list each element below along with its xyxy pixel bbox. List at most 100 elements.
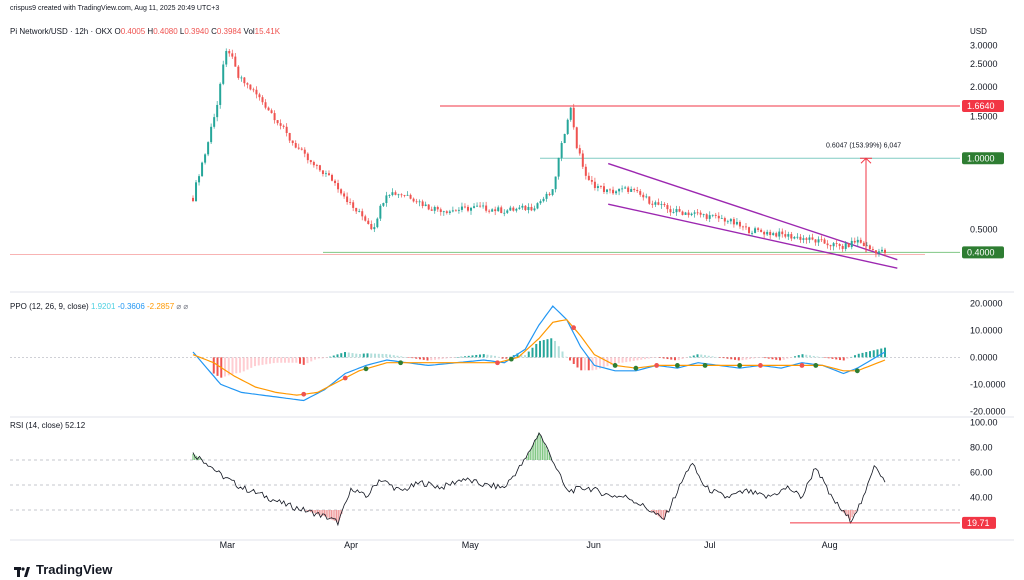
candle-body <box>376 218 379 228</box>
close-label: C <box>211 27 217 36</box>
ppo-hist-bar <box>692 355 695 358</box>
ppo-hist-bar <box>546 339 549 358</box>
candle-body <box>466 206 469 211</box>
candle-body <box>476 205 479 207</box>
ppo-hist-bar <box>527 351 530 358</box>
candle-body <box>460 206 463 210</box>
candle-body <box>551 189 554 195</box>
ppo-hist-bar <box>640 357 643 360</box>
ppo-tick-label: -10.0000 <box>970 379 1006 389</box>
candle-body <box>784 234 787 237</box>
candle-body <box>814 239 817 243</box>
ppo-hist-bar <box>482 354 485 358</box>
candle-body <box>578 148 581 154</box>
ppo-hist-bar <box>254 357 257 367</box>
ppo-hist-bar <box>666 357 669 360</box>
ppo-hist-bar <box>452 357 455 358</box>
rsi-overbought-fill <box>192 432 552 460</box>
rsi-legend[interactable]: RSI (14, close) 52.12 <box>10 421 85 430</box>
candle-body <box>536 203 539 209</box>
candle-body <box>321 170 324 175</box>
credit-line: crispus9 created with TradingView.com, A… <box>10 5 220 12</box>
ppo-hist-bar <box>861 352 864 358</box>
candle-body <box>309 160 312 163</box>
ppo-hist-bar <box>542 340 545 358</box>
ppo-hist-bar <box>602 357 605 368</box>
wedge-lower-line <box>608 203 898 269</box>
ppo-hist-bar <box>227 357 230 376</box>
symbol-name[interactable]: Pi Network/USD · 12h · OKX <box>10 27 113 36</box>
level-label: 1.0000 <box>967 153 995 163</box>
candle-body <box>327 173 330 175</box>
ppo-hist-bar <box>764 357 767 359</box>
candle-body <box>234 56 237 67</box>
candle-body <box>210 126 213 143</box>
candle-body <box>542 198 545 202</box>
ppo-hist-bar <box>846 357 849 359</box>
ppo-hist-bar <box>501 357 504 359</box>
candle-body <box>856 239 859 243</box>
ppo-hist-bar <box>749 357 752 359</box>
ppo-hist-bar <box>325 357 328 358</box>
candle-body <box>554 176 557 190</box>
ppo-hist-bar <box>404 356 407 358</box>
candle-body <box>690 213 693 216</box>
candle-body <box>618 188 621 192</box>
candle-body <box>198 176 201 183</box>
eye-icon[interactable]: ⌀ ⌀ <box>176 302 189 311</box>
candle-body <box>566 119 569 134</box>
candle-body <box>385 195 388 204</box>
ppo-hist-bar <box>842 357 845 361</box>
candle-body <box>793 237 796 239</box>
candle-body <box>352 202 355 208</box>
ppo-cross-dot <box>508 356 514 362</box>
ppo-hist-bar <box>212 357 215 374</box>
ppo-value-1: 1.9201 <box>90 302 116 311</box>
ppo-lines <box>192 305 886 402</box>
price-tick-label: 3.0000 <box>970 40 998 50</box>
ppo-hist-bar <box>276 357 279 363</box>
candle-body <box>859 239 862 243</box>
ppo-hist-bar <box>662 357 665 359</box>
candle-body <box>723 218 726 222</box>
ppo-hist-bar <box>816 356 819 358</box>
ppo-cross-dot <box>612 363 618 368</box>
tradingview-logo[interactable]: TradingView <box>14 562 112 577</box>
candle-body <box>394 192 397 195</box>
ppo-legend[interactable]: PPO (12, 26, 9, close) 1.9201 -0.3606 -2… <box>10 302 188 311</box>
ppo-hist-bar <box>366 353 369 358</box>
candle-body <box>521 205 524 208</box>
candle-body <box>796 236 799 238</box>
ppo-hist-bar <box>857 353 860 358</box>
ppo-hist-bar <box>576 357 579 368</box>
ppo-hist-bar <box>400 356 403 358</box>
candle-body <box>530 206 533 211</box>
candle-body <box>624 187 627 189</box>
candle-body <box>424 204 427 207</box>
ppo-hist-bar <box>351 353 354 358</box>
measure-tool: 0.6047 (153.99%) 6,047 <box>826 142 901 253</box>
ppo-hist-bar <box>464 356 467 358</box>
ppo-hist-bar <box>681 357 684 359</box>
ppo-cross-dot <box>633 365 639 371</box>
candle-body <box>291 140 294 144</box>
time-tick-label: May <box>462 540 480 550</box>
candle-body <box>590 179 593 182</box>
candle-body <box>482 205 485 207</box>
candle-body <box>850 240 853 248</box>
ppo-hist-bar <box>854 355 857 358</box>
ppo-hist-bar <box>535 343 538 358</box>
candle-body <box>288 133 291 141</box>
ppo-hist-bar <box>441 357 444 359</box>
ppo-hist-bar <box>805 354 808 358</box>
candle-body <box>657 202 660 205</box>
candle-body <box>548 193 551 195</box>
ppo-cross-dot <box>571 325 576 331</box>
candle-body <box>654 202 657 205</box>
ppo-hist-bar <box>314 357 317 360</box>
candle-body <box>799 236 802 240</box>
ppo-tick-label: 20.0000 <box>970 298 1003 308</box>
ppo-hist-bar <box>580 357 583 371</box>
ppo-hist-bar <box>272 357 275 364</box>
candle-body <box>853 240 856 243</box>
